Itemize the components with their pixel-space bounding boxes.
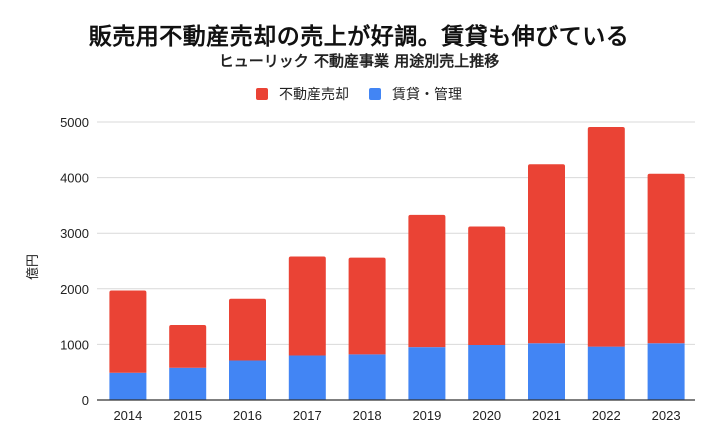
y-tick-label: 1000	[60, 337, 89, 352]
bar-sales-2017[interactable]	[288, 256, 326, 356]
x-tick-labels: 2014 2015 2016 2017 2018 2019 2020 2021 2022 2023	[113, 408, 680, 423]
bar-rental-2018[interactable]	[348, 354, 386, 400]
legend-label-rental: 賃貸・管理	[392, 87, 462, 103]
legend-item-rental[interactable]: 賃貸・管理	[369, 84, 462, 104]
x-tick-label: 2022	[592, 408, 621, 423]
bar-sales-2023[interactable]	[647, 173, 685, 344]
x-tick-label: 2016	[233, 408, 262, 423]
bar-sales-2016[interactable]	[229, 298, 266, 361]
y-tick-label: 5000	[60, 115, 89, 130]
y-tick-label: 2000	[60, 282, 89, 297]
bar-sales-2018[interactable]	[348, 257, 386, 355]
bar-sales-2020[interactable]	[468, 226, 506, 345]
y-tick-label: 0	[82, 393, 89, 408]
bar-rental-2023[interactable]	[647, 343, 685, 400]
legend-label-sales: 不動産売却	[279, 87, 349, 103]
x-tick-label: 2020	[472, 408, 501, 423]
y-tick-labels: 0 1000 2000 3000 4000 5000	[60, 115, 89, 408]
x-tick-label: 2014	[113, 408, 142, 423]
chart-title: 販売用不動産売却の売上が好調。賃貸も伸びている	[88, 24, 630, 50]
x-tick-label: 2021	[532, 408, 561, 423]
bar-rental-2016[interactable]	[229, 360, 266, 400]
legend-swatch-rental	[369, 88, 381, 100]
bar-sales-2015[interactable]	[169, 324, 207, 368]
x-tick-label: 2015	[173, 408, 202, 423]
y-tick-label: 4000	[60, 171, 89, 186]
bar-rental-2020[interactable]	[468, 344, 506, 400]
bar-rental-2021[interactable]	[528, 343, 565, 400]
bar-sales-2014[interactable]	[109, 290, 147, 373]
legend-swatch-sales	[256, 88, 268, 100]
bar-rental-2015[interactable]	[169, 367, 207, 400]
x-tick-label: 2023	[652, 408, 681, 423]
bar-sales-2021[interactable]	[528, 164, 565, 344]
x-tick-label: 2017	[293, 408, 322, 423]
x-tick-label: 2018	[353, 408, 382, 423]
x-tick-label: 2019	[412, 408, 441, 423]
bar-sales-2022[interactable]	[587, 127, 625, 347]
bar-rental-2014[interactable]	[109, 372, 147, 400]
bar-sales-2019[interactable]	[408, 214, 446, 348]
bar-rental-2017[interactable]	[288, 355, 326, 400]
bars	[109, 127, 685, 400]
y-axis-title: 億円	[25, 254, 41, 280]
legend: 不動産売却 賃貸・管理	[0, 84, 718, 104]
chart-subtitle: ヒューリック 不動産事業 用途別売上推移	[218, 52, 500, 70]
bar-rental-2022[interactable]	[587, 346, 625, 400]
legend-item-sales[interactable]: 不動産売却	[256, 84, 349, 104]
y-tick-label: 3000	[60, 226, 89, 241]
bar-rental-2019[interactable]	[408, 347, 446, 400]
